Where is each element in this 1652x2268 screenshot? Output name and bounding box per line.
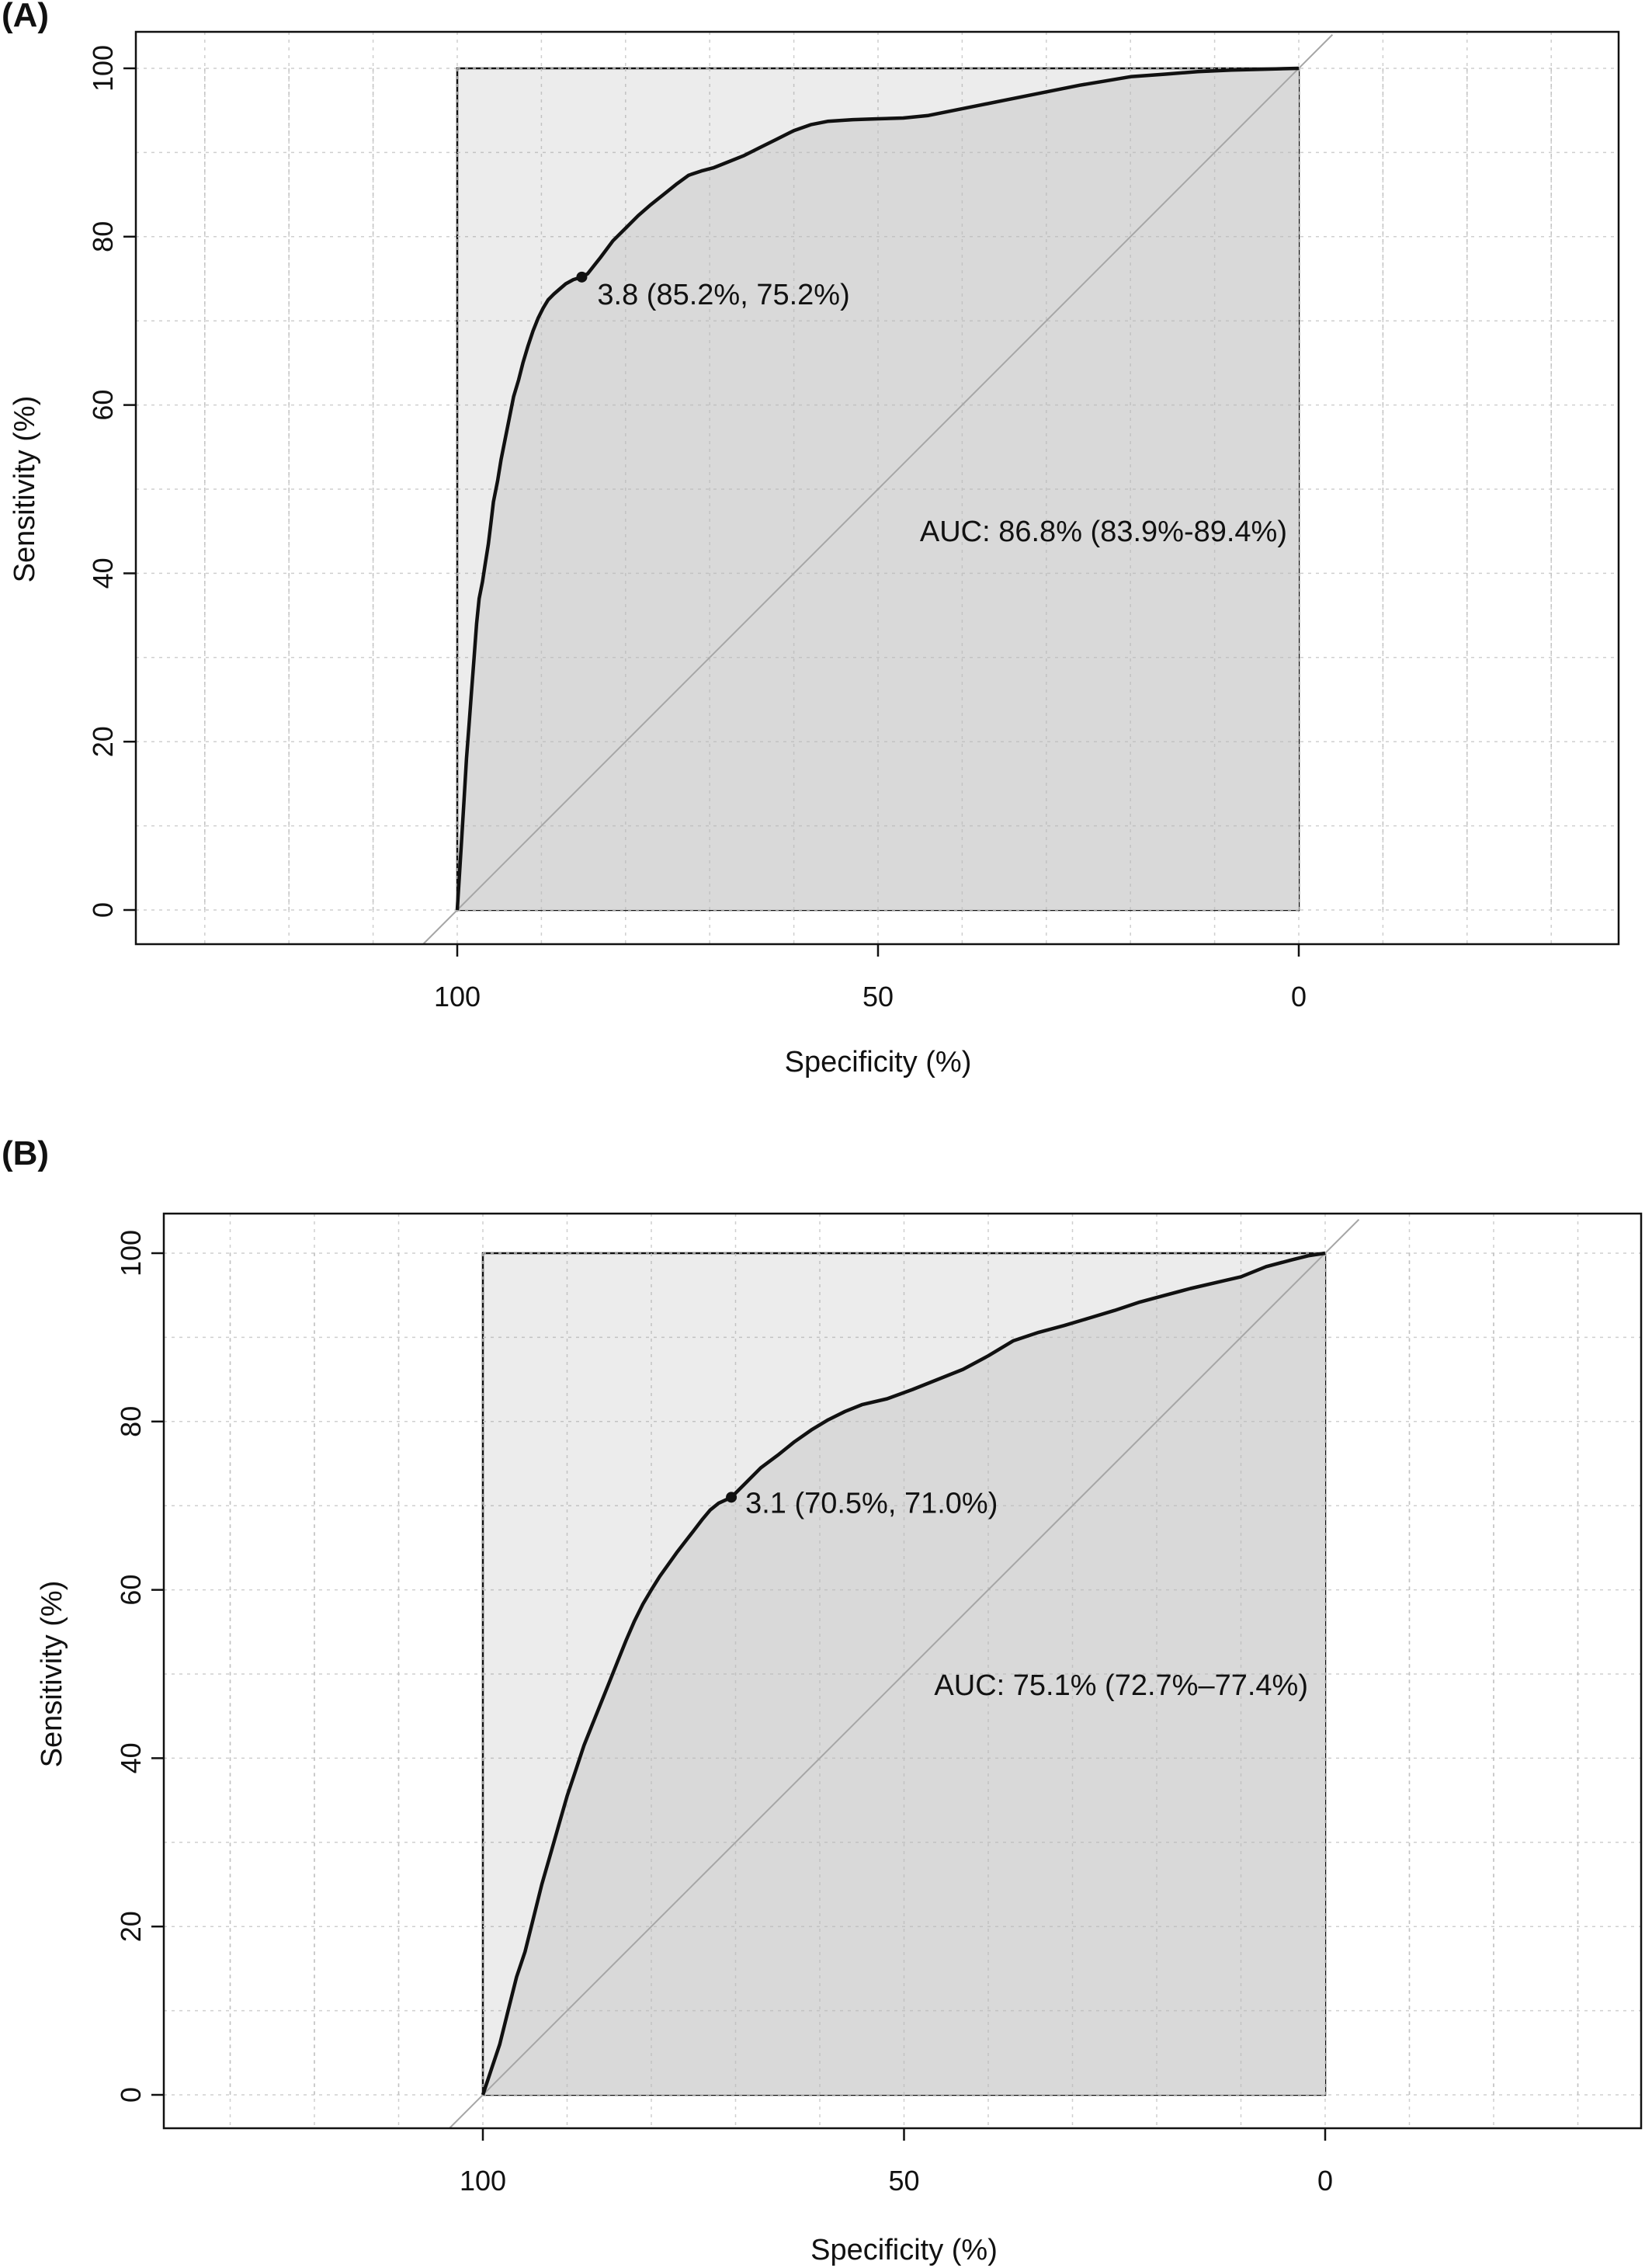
- panel-b-x-ticks: 100 50 0: [460, 2128, 1333, 2197]
- panel-b-x-tick-label: 100: [460, 2165, 506, 2197]
- panel-a-y-tick-label: 40: [87, 557, 119, 589]
- panel-a-y-tick-label: 80: [87, 221, 119, 252]
- panel-b-plot-frame: [162, 1212, 1643, 2130]
- panel-b: (B) 3.1 (70.5%, 71.0%) AUC: 75.1% (72.7%…: [2, 1134, 1643, 2266]
- panel-b-auc-label: AUC: 75.1% (72.7%–77.4%): [934, 1669, 1308, 1702]
- panel-b-roc-curve: [481, 1251, 1326, 2096]
- panel-a-y-tick-label: 60: [87, 390, 119, 421]
- panel-b-chance-diagonal: [449, 1218, 1360, 2129]
- panel-a-x-tick-label: 50: [862, 981, 894, 1012]
- panel-a-threshold-label: 3.8 (85.2%, 75.2%): [597, 279, 849, 311]
- panel-a-y-tick-label: 0: [87, 902, 119, 918]
- panel-b-threshold-point: [726, 1492, 738, 1503]
- panel-b-y-tick-label: 40: [115, 1742, 147, 1773]
- panel-b-x-tick-label: 0: [1317, 2165, 1333, 2197]
- panel-b-y-tick-label: 80: [115, 1406, 147, 1437]
- panel-a-x-tick-label: 0: [1291, 981, 1307, 1012]
- panel-b-gridlines-over: [229, 1252, 1579, 2096]
- panel-b-threshold-label: 3.1 (70.5%, 71.0%): [745, 1487, 998, 1520]
- panel-b-x-tick-label: 50: [888, 2165, 919, 2197]
- panel-a-roc-curve: [455, 66, 1300, 911]
- panel-a-gridlines-over: [204, 68, 1552, 911]
- panel-a-gridlines: [136, 32, 1619, 944]
- panel-b-label: (B): [2, 1134, 49, 1172]
- panel-a-y-axis-title: Sensitivity (%): [9, 396, 41, 583]
- panel-a-y-tick-label: 100: [87, 45, 119, 92]
- panel-a: (A) 3.8 (85.2%, 75.2%) AUC: 86.8% (83.9%…: [2, 0, 1620, 1078]
- panel-b-y-tick-label: 100: [115, 1230, 147, 1276]
- panel-a-label: (A): [2, 0, 49, 34]
- panel-b-y-ticks: 0 20 40 60 80 100: [115, 1230, 164, 2103]
- panel-a-y-tick-label: 20: [87, 726, 119, 757]
- panel-a-x-axis-title: Specificity (%): [785, 1046, 972, 1078]
- panel-a-x-ticks: 100 50 0: [434, 944, 1307, 1012]
- panel-b-x-axis-title: Specificity (%): [810, 2234, 998, 2266]
- panel-a-auc-label: AUC: 86.8% (83.9%-89.4%): [920, 516, 1287, 548]
- panel-a-threshold-point: [576, 271, 588, 283]
- panel-b-y-tick-label: 20: [115, 1911, 147, 1942]
- panel-b-y-axis-title: Sensitivity (%): [36, 1581, 68, 1768]
- panel-a-y-ticks: 0 20 40 60 80 100: [87, 45, 136, 918]
- panel-a-chance-diagonal: [422, 33, 1334, 945]
- panel-b-y-tick-label: 60: [115, 1575, 147, 1606]
- panel-b-y-tick-label: 0: [115, 2087, 147, 2103]
- panel-a-x-tick-label: 100: [434, 981, 481, 1012]
